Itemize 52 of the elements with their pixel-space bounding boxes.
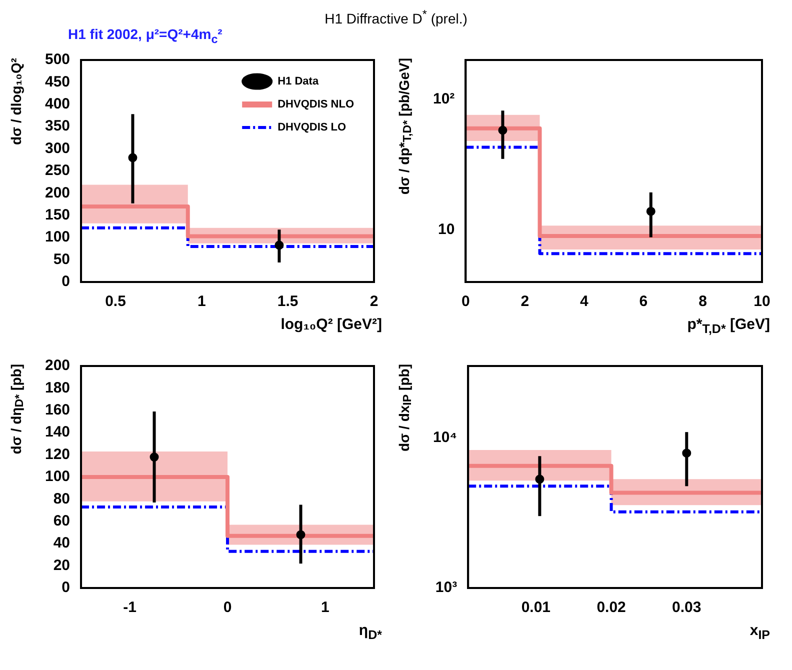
y-tick-label: 100 [44,468,70,486]
y-tick-label: 20 [53,556,70,574]
x-tick-label: -1 [123,599,137,616]
x-tick-label: 0.03 [672,599,702,616]
y-tick-label: 10 [438,221,455,238]
y-tick-label: 150 [44,206,70,224]
y-tick-label: 400 [44,96,70,113]
y-tick-label: 50 [53,250,70,268]
y-tick-label: 0 [62,273,70,290]
x-tick-label: 2 [520,293,530,310]
x-tick-label: 1 [321,599,330,616]
y-tick-label: 80 [53,490,70,508]
chart-title: H1 Diffractive D$^{*}$ (prel.) [324,8,468,27]
x-tick-label: 6 [639,293,648,310]
chart-subtitle: H1 fit 2002, μ²=Q²+4m$_{c}$² [68,26,222,46]
y-tick-label: 500 [44,51,70,68]
legend-label: DHVQDIS NLO [278,98,354,111]
x-axis-title: log₁₀Q² [GeV²] [280,316,382,333]
y-tick-label: 40 [53,534,70,552]
x-tick-label: 0.01 [521,599,551,616]
y-tick-label: 10³ [435,579,458,596]
x-tick-label: 8 [698,293,707,310]
y-tick-label: 60 [53,512,70,530]
y-tick-label: 350 [44,118,70,135]
x-tick-label: 0.5 [105,293,126,310]
legend-label: H1 Data [278,76,320,88]
y-axis-title: dσ / dlog₁₀Q² [8,58,24,145]
y-tick-label: 10⁴ [432,428,458,446]
x-axis-title: η$_{D*}$ [358,622,382,642]
x-axis-title: p*$_{T,D*}$ [GeV] [687,316,770,336]
x-axis-title: x$_{IP}$ [750,622,770,642]
y-tick-label: 120 [44,446,70,463]
y-tick-label: 450 [44,73,70,90]
x-tick-label: 10 [754,293,770,310]
y-tick-label: 200 [44,184,70,202]
y-tick-label: 200 [44,357,70,374]
y-tick-label: 10² [432,90,455,108]
x-tick-label: 0 [462,293,470,310]
x-tick-label: 0 [223,599,232,616]
y-tick-label: 180 [44,379,70,396]
y-tick-label: 0 [62,579,70,596]
x-tick-label: 1.5 [277,293,298,310]
y-tick-label: 300 [44,140,70,157]
x-tick-label: 2 [370,293,378,310]
y-tick-label: 100 [44,228,70,246]
legend-label: DHVQDIS LO [278,122,346,134]
x-tick-label: 0.02 [596,599,626,616]
x-tick-label: 4 [580,293,590,310]
y-tick-label: 140 [44,424,70,441]
y-tick-label: 250 [44,162,70,180]
y-tick-label: 160 [44,402,70,419]
x-tick-label: 1 [197,293,206,310]
